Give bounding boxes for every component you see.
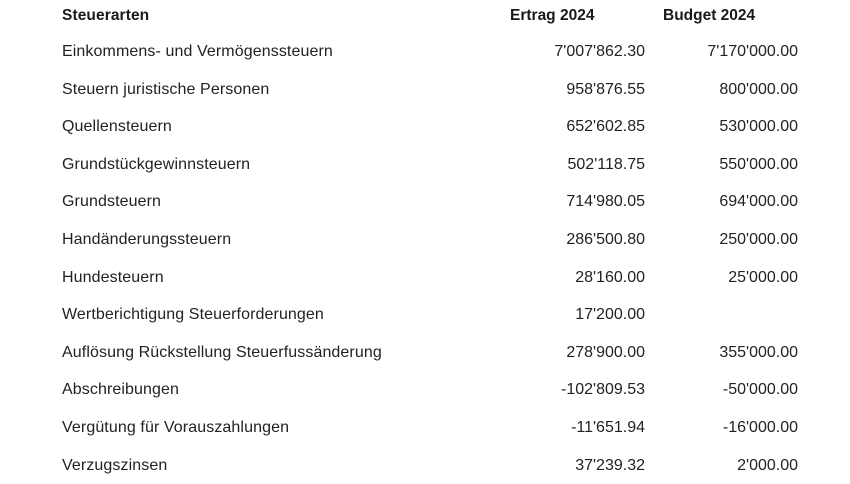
row-budget: 2'000.00: [737, 456, 798, 474]
row-budget: 530'000.00: [719, 118, 798, 136]
table-row: Verzugszinsen 37'239.32 2'000.00: [0, 447, 850, 484]
tax-table: Steuerarten Ertrag 2024 Budget 2024 Eink…: [0, 0, 850, 474]
row-ertrag: 7'007'862.30: [554, 43, 645, 60]
table-header-row: Steuerarten Ertrag 2024 Budget 2024: [0, 0, 850, 32]
row-name: Hundesteuern: [62, 268, 164, 286]
row-ertrag: 714'980.05: [566, 193, 645, 211]
row-name: Verzugszinsen: [62, 456, 168, 474]
table-row: Handänderungssteuern 286'500.80 250'000.…: [0, 221, 850, 259]
table-row: Grundstückgewinnsteuern 502'118.75 550'0…: [0, 146, 850, 184]
row-ertrag: 286'500.80: [566, 230, 645, 248]
row-name: Handänderungssteuern: [62, 230, 232, 248]
row-name: Grundsteuern: [62, 193, 162, 211]
row-budget: 25'000.00: [728, 268, 798, 286]
row-budget: -50'000.00: [722, 381, 798, 399]
row-name: Quellensteuern: [62, 118, 172, 136]
table-body: Einkommens- und Vermögenssteuern 7'007'8…: [0, 33, 850, 484]
row-budget: 694'000.00: [719, 193, 798, 211]
row-name: Auflösung Rückstellung Steuerfussänderun…: [62, 343, 382, 361]
header-steuerarten: Steuerarten: [62, 7, 150, 24]
table-row: Quellensteuern 652'602.85 530'000.00: [0, 108, 850, 146]
row-ertrag: 958'876.55: [566, 80, 645, 98]
row-budget: 550'000.00: [719, 155, 798, 173]
row-budget: 250'000.00: [719, 230, 798, 248]
table-row: Steuern juristische Personen 958'876.55 …: [0, 71, 850, 109]
row-name: Grundstückgewinnsteuern: [62, 155, 251, 173]
row-name: Vergütung für Vorauszahlungen: [62, 418, 290, 436]
row-ertrag: -11'651.94: [571, 418, 645, 436]
header-budget-2024: Budget 2024: [663, 7, 756, 24]
row-ertrag: 17'200.00: [575, 306, 645, 324]
row-name: Steuern juristische Personen: [62, 80, 270, 98]
table-row: Hundesteuern 28'160.00 25'000.00: [0, 259, 850, 297]
row-budget: 7'170'000.00: [707, 43, 798, 60]
row-ertrag: 652'602.85: [566, 118, 645, 136]
table-row: Wertberichtigung Steuerforderungen 17'20…: [0, 296, 850, 334]
table-row: Abschreibungen -102'809.53 -50'000.00: [0, 371, 850, 409]
header-ertrag-2024: Ertrag 2024: [510, 7, 595, 24]
row-ertrag: -102'809.53: [560, 381, 645, 399]
row-ertrag: 502'118.75: [567, 155, 646, 173]
table-row: Vergütung für Vorauszahlungen -11'651.94…: [0, 409, 850, 447]
table-row: Auflösung Rückstellung Steuerfussänderun…: [0, 334, 850, 372]
table-row: Grundsteuern 714'980.05 694'000.00: [0, 183, 850, 221]
row-name: Wertberichtigung Steuerforderungen: [62, 306, 324, 324]
row-ertrag: 37'239.32: [575, 456, 645, 474]
row-ertrag: 278'900.00: [566, 343, 645, 361]
row-budget: -16'000.00: [722, 418, 798, 436]
row-budget: 355'000.00: [719, 343, 798, 361]
table-row: Einkommens- und Vermögenssteuern 7'007'8…: [0, 33, 850, 71]
row-ertrag: 28'160.00: [575, 268, 645, 286]
row-budget: 800'000.00: [719, 80, 798, 98]
row-name: Abschreibungen: [62, 381, 180, 399]
row-name: Einkommens- und Vermögenssteuern: [62, 43, 333, 60]
